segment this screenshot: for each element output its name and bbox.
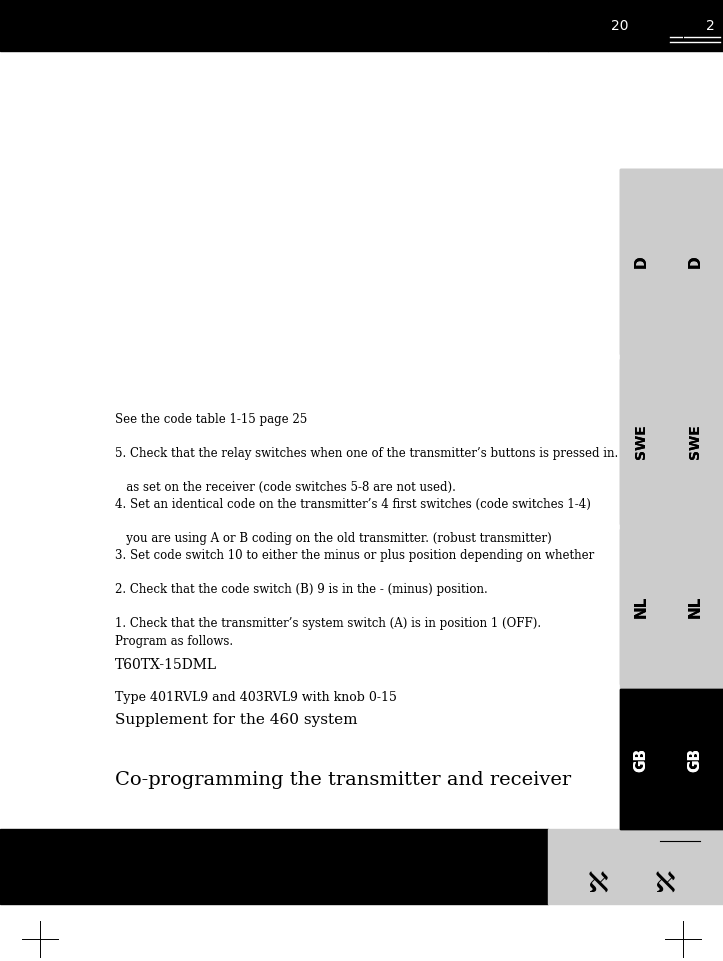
Text: SWE: SWE — [634, 424, 648, 459]
Bar — [620, 170, 723, 829]
Text: D: D — [688, 256, 703, 268]
Text: SWE: SWE — [688, 424, 702, 459]
Bar — [620, 530, 723, 684]
Text: ℵ: ℵ — [588, 870, 608, 899]
Bar — [620, 170, 723, 355]
Text: Supplement for the 460 system: Supplement for the 460 system — [115, 712, 357, 727]
Bar — [620, 530, 723, 684]
Bar — [620, 359, 723, 525]
Bar — [620, 359, 723, 525]
Text: 4. Set an identical code on the transmitter’s 4 ﬁrst switches (code switches 1-4: 4. Set an identical code on the transmit… — [115, 498, 591, 510]
Text: NL: NL — [633, 595, 649, 618]
Text: NL: NL — [688, 595, 703, 618]
Text: D: D — [688, 256, 703, 268]
Text: 2: 2 — [706, 19, 714, 33]
Text: 5. Check that the relay switches when one of the transmitter’s buttons is presse: 5. Check that the relay switches when on… — [115, 447, 618, 459]
Text: you are using A or B coding on the old transmitter. (robust transmitter): you are using A or B coding on the old t… — [115, 531, 552, 545]
Bar — [548, 0, 723, 52]
Text: ℵ: ℵ — [655, 870, 675, 899]
Text: Co-programming the transmitter and receiver: Co-programming the transmitter and recei… — [115, 770, 571, 788]
Text: 2. Check that the code switch (B) 9 is in the - (minus) position.: 2. Check that the code switch (B) 9 is i… — [115, 582, 488, 596]
Bar — [620, 689, 723, 829]
Bar — [620, 170, 723, 355]
Text: GB: GB — [688, 747, 703, 772]
Text: T60TX-15DML: T60TX-15DML — [115, 657, 217, 672]
Text: Type 401RVL9 and 403RVL9 with knob 0-15: Type 401RVL9 and 403RVL9 with knob 0-15 — [115, 691, 397, 703]
Text: as set on the receiver (code switches 5-8 are not used).: as set on the receiver (code switches 5-… — [115, 480, 456, 494]
Text: 3. Set code switch 10 to either the minus or plus position depending on whether: 3. Set code switch 10 to either the minu… — [115, 549, 594, 561]
Text: GB: GB — [633, 747, 649, 772]
Text: Program as follows.: Program as follows. — [115, 634, 233, 648]
Text: NL: NL — [633, 595, 649, 618]
Text: SWE: SWE — [688, 424, 702, 459]
Text: D: D — [633, 256, 649, 268]
Text: GB: GB — [633, 747, 649, 772]
Text: GB: GB — [688, 747, 703, 772]
Bar — [0, 829, 548, 904]
Text: SWE: SWE — [634, 424, 648, 459]
Text: NL: NL — [688, 595, 703, 618]
Bar — [0, 0, 548, 52]
Text: D: D — [633, 256, 649, 268]
Text: See the code table 1-15 page 25: See the code table 1-15 page 25 — [115, 412, 307, 426]
Bar — [548, 829, 723, 904]
Text: 20: 20 — [611, 19, 629, 33]
Bar — [620, 689, 723, 829]
Text: 1. Check that the transmitter’s system switch (A) is in position 1 (OFF).: 1. Check that the transmitter’s system s… — [115, 616, 541, 629]
